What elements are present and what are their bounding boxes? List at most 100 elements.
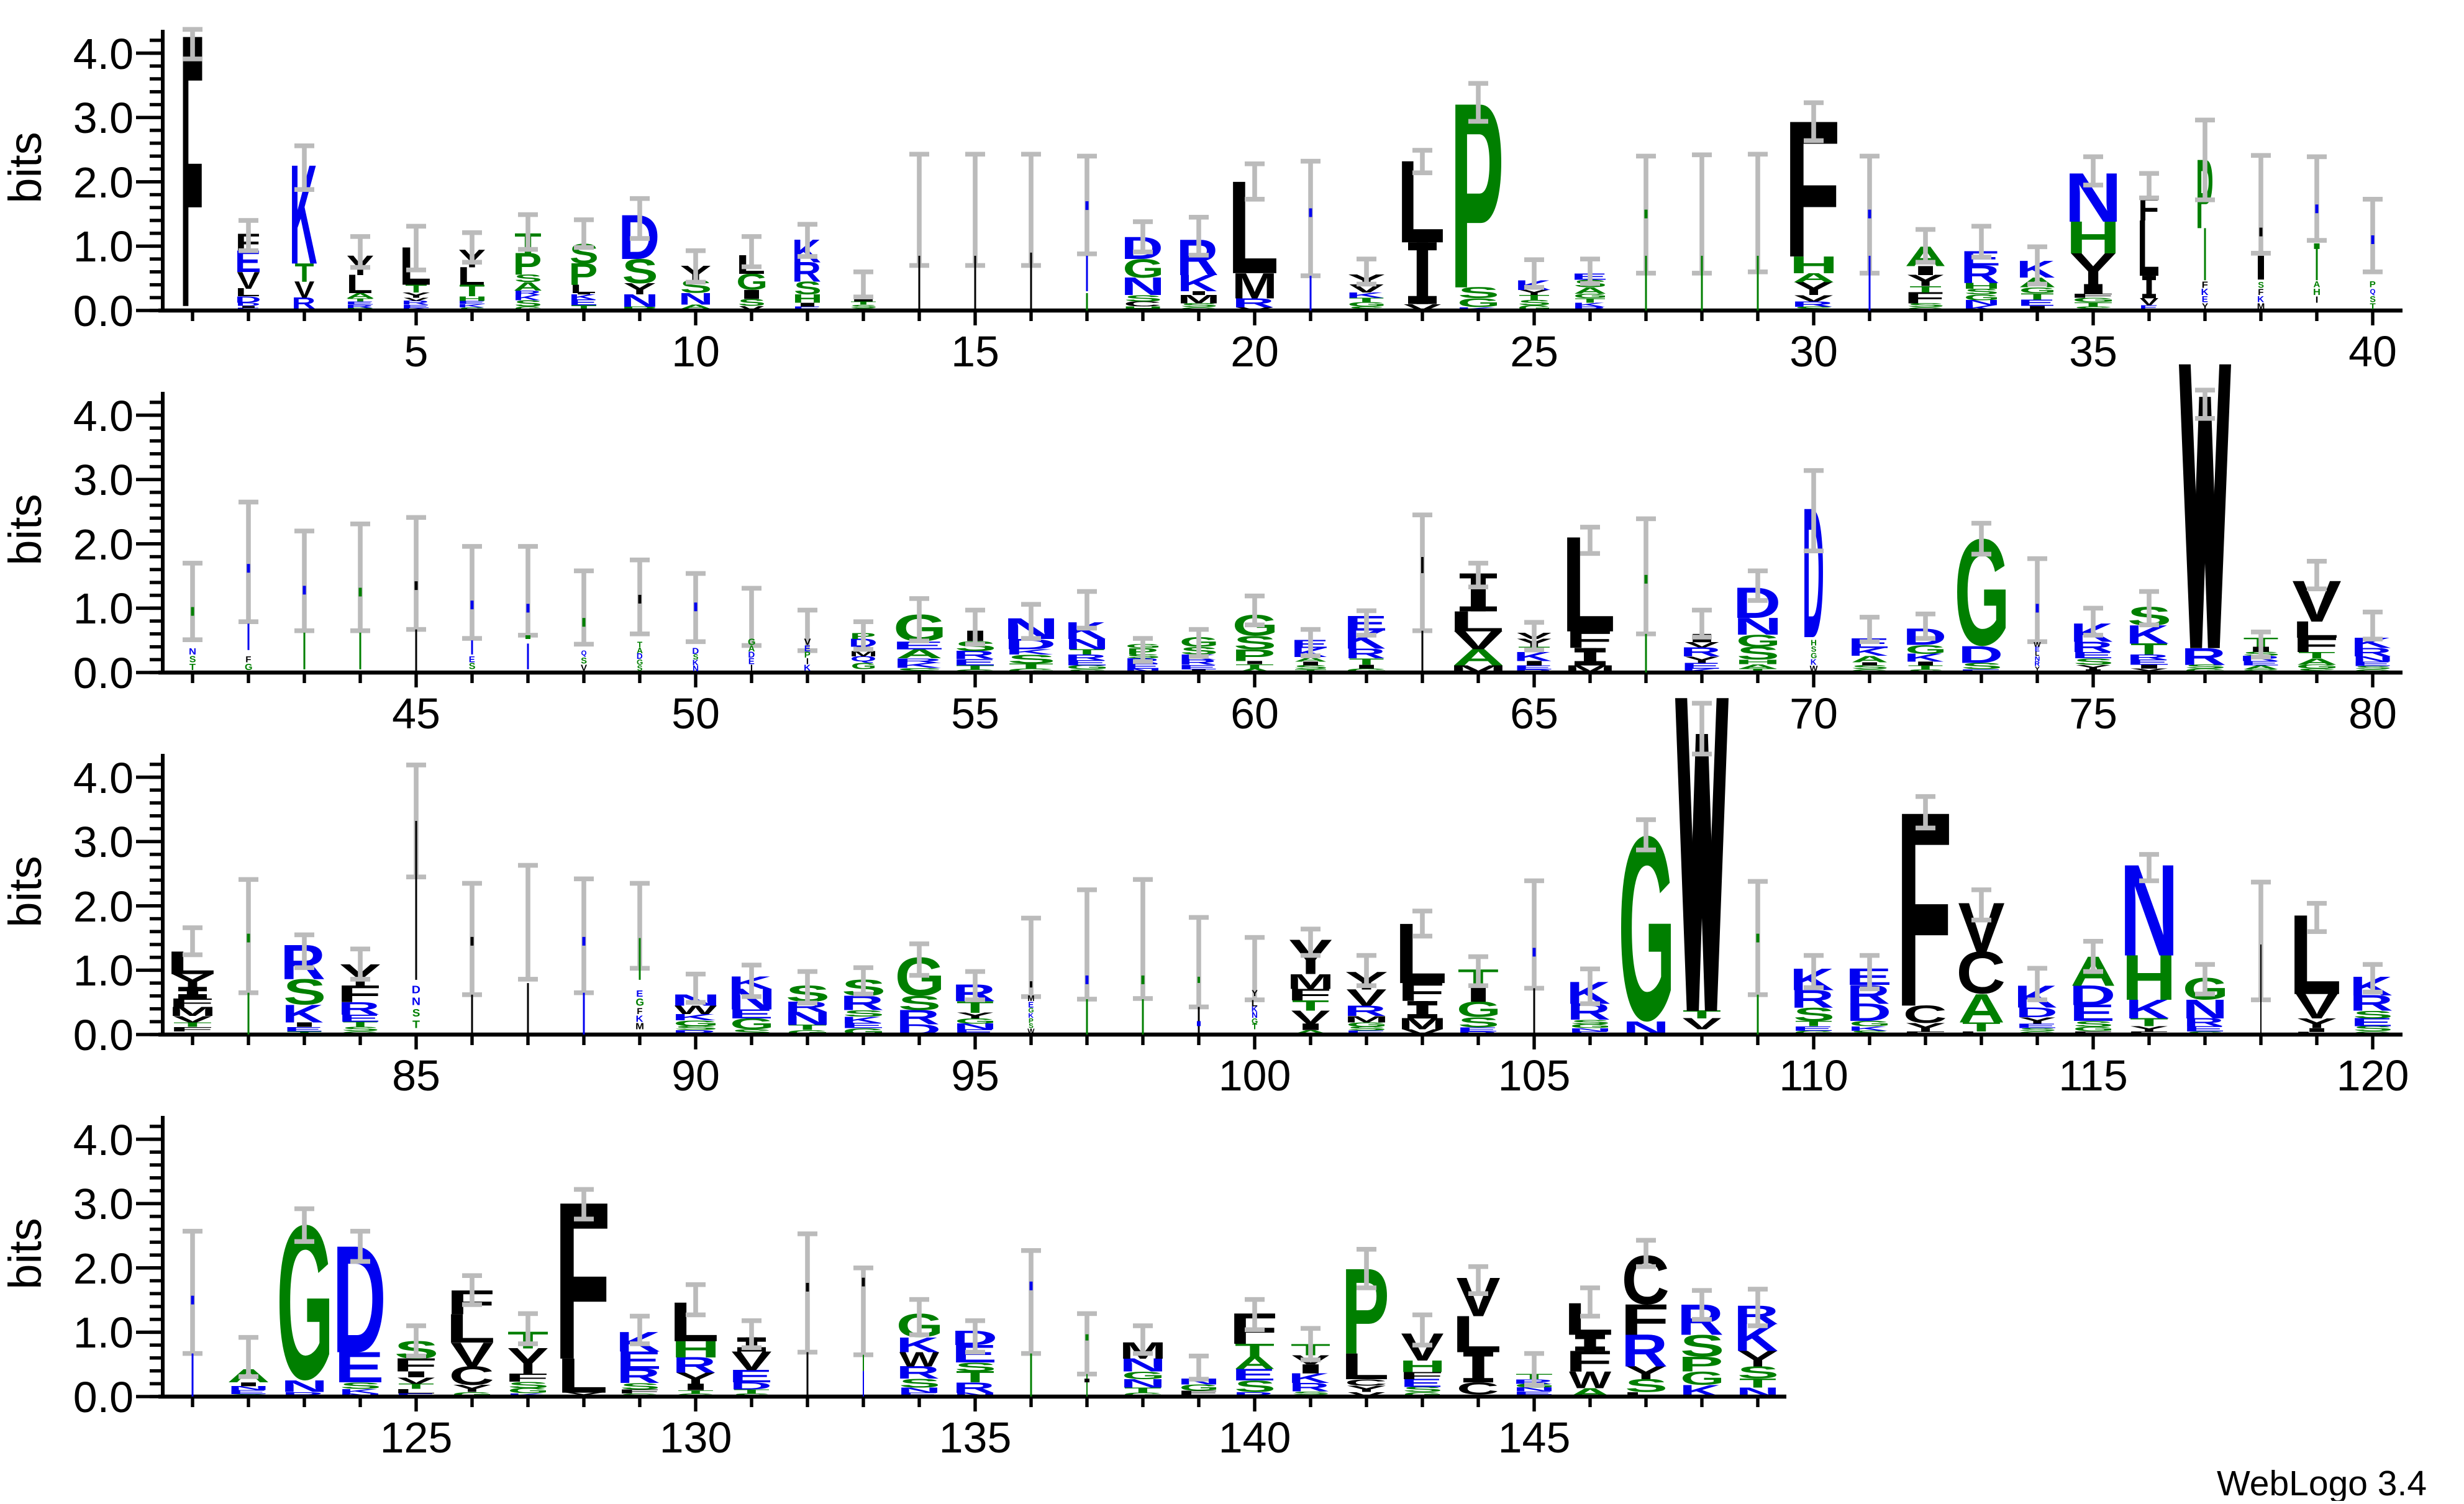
- svg-text:2.0: 2.0: [73, 520, 134, 569]
- svg-text:I: I: [237, 306, 260, 309]
- svg-text:I: I: [1911, 660, 1940, 666]
- svg-text:V: V: [739, 305, 765, 312]
- svg-text:F: F: [1398, 977, 1445, 1007]
- svg-text:K: K: [1005, 648, 1053, 656]
- svg-text:V: V: [404, 297, 429, 302]
- svg-text:H: H: [2313, 288, 2321, 297]
- svg-text:G: G: [1180, 1382, 1220, 1392]
- svg-text:S: S: [469, 661, 476, 671]
- svg-text:R: R: [893, 657, 942, 664]
- svg-text:F: F: [2258, 288, 2263, 297]
- svg-text:T: T: [637, 640, 642, 649]
- svg-text:M: M: [1178, 292, 1221, 306]
- svg-text:Y: Y: [624, 280, 657, 297]
- svg-text:E: E: [804, 644, 811, 653]
- svg-text:140: 140: [1219, 1413, 1291, 1462]
- svg-text:F: F: [1904, 289, 1945, 307]
- svg-text:G: G: [955, 1017, 996, 1025]
- svg-text:S: S: [2258, 280, 2264, 289]
- svg-text:S: S: [2370, 294, 2376, 304]
- svg-text:Y: Y: [2296, 1016, 2337, 1031]
- svg-text:P: P: [1029, 1018, 1034, 1025]
- svg-text:S: S: [1851, 664, 1889, 671]
- svg-text:F: F: [245, 655, 251, 664]
- svg-text:K: K: [1848, 646, 1888, 658]
- svg-text:Y: Y: [1346, 1384, 1386, 1394]
- svg-text:R: R: [1680, 645, 1721, 659]
- svg-text:L: L: [2035, 650, 2039, 658]
- svg-text:V: V: [1347, 1390, 1386, 1398]
- svg-text:3.0: 3.0: [73, 1180, 134, 1228]
- svg-text:Y: Y: [507, 1340, 548, 1382]
- svg-text:K: K: [2125, 994, 2169, 1025]
- svg-text:0.0: 0.0: [73, 649, 134, 697]
- svg-text:E: E: [2035, 646, 2040, 653]
- svg-text:P: P: [2370, 280, 2376, 289]
- svg-text:Q: Q: [2370, 288, 2376, 295]
- svg-text:S: S: [896, 667, 944, 674]
- svg-text:K: K: [893, 661, 942, 669]
- svg-text:S: S: [2073, 656, 2113, 666]
- svg-text:N: N: [897, 1386, 941, 1395]
- svg-text:D: D: [235, 302, 260, 307]
- svg-text:L: L: [394, 1387, 437, 1395]
- svg-text:K: K: [1811, 658, 1817, 666]
- svg-text:N: N: [1065, 636, 1109, 653]
- svg-text:E: E: [227, 1389, 268, 1395]
- svg-text:K: K: [1288, 1370, 1330, 1386]
- svg-text:E: E: [338, 1012, 381, 1024]
- svg-text:T: T: [1683, 1008, 1721, 1021]
- svg-text:G: G: [1680, 1367, 1724, 1389]
- svg-text:N: N: [1120, 1377, 1166, 1390]
- svg-text:F: F: [180, 0, 203, 389]
- svg-text:S: S: [1007, 652, 1056, 666]
- svg-text:N: N: [281, 1377, 328, 1395]
- svg-text:L: L: [2137, 204, 2160, 293]
- svg-text:Y: Y: [675, 1369, 716, 1387]
- svg-text:K: K: [513, 294, 541, 302]
- svg-text:R: R: [896, 1363, 940, 1383]
- svg-text:V: V: [1794, 293, 1833, 304]
- svg-text:Y: Y: [2129, 1025, 2168, 1033]
- svg-text:S: S: [1737, 643, 1780, 664]
- svg-text:I: I: [806, 657, 809, 666]
- svg-text:R: R: [617, 1365, 660, 1388]
- svg-text:K: K: [636, 1014, 644, 1024]
- svg-text:L: L: [235, 286, 260, 299]
- svg-text:C: C: [1345, 1377, 1387, 1387]
- svg-text:S: S: [1402, 1385, 1442, 1393]
- svg-text:S: S: [1294, 664, 1329, 671]
- svg-text:L: L: [1622, 1390, 1666, 1398]
- svg-text:T: T: [189, 662, 196, 672]
- svg-text:A: A: [1958, 985, 2004, 1031]
- svg-text:D: D: [2069, 980, 2116, 1012]
- svg-text:Q: Q: [581, 650, 587, 656]
- svg-text:S: S: [2073, 1020, 2114, 1029]
- svg-text:K: K: [671, 1012, 716, 1023]
- svg-text:0.0: 0.0: [73, 287, 134, 335]
- svg-text:D: D: [1958, 641, 2003, 669]
- svg-text:S: S: [1965, 287, 1999, 296]
- svg-text:E: E: [1064, 659, 1108, 667]
- svg-text:N: N: [1962, 299, 2000, 307]
- svg-text:T: T: [2298, 650, 2335, 660]
- svg-text:S: S: [581, 656, 587, 665]
- svg-text:E: E: [2202, 295, 2208, 304]
- svg-text:60: 60: [1230, 689, 1279, 738]
- svg-text:15: 15: [951, 327, 999, 376]
- svg-text:I: I: [845, 298, 881, 302]
- svg-text:A: A: [1851, 654, 1888, 664]
- svg-text:T: T: [734, 1388, 770, 1395]
- svg-text:G: G: [1403, 1391, 1443, 1398]
- svg-text:S: S: [693, 653, 699, 661]
- svg-text:V: V: [397, 1375, 435, 1386]
- svg-text:C: C: [1124, 300, 1162, 308]
- svg-text:bits: bits: [0, 132, 51, 203]
- svg-text:E: E: [2183, 1025, 2225, 1033]
- svg-text:S: S: [1291, 1390, 1330, 1395]
- svg-text:F: F: [168, 996, 214, 1010]
- svg-text:R: R: [673, 1352, 716, 1378]
- svg-text:R: R: [2127, 653, 2169, 661]
- svg-text:95: 95: [951, 1051, 999, 1100]
- svg-text:N: N: [2352, 655, 2393, 663]
